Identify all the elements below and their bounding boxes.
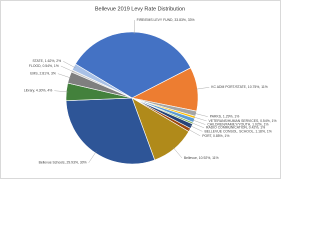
slice-label: PORT, 0.85%, 1% — [202, 134, 229, 138]
page: {"chart_data": {"type": "pie", "title": … — [0, 0, 281, 179]
slice-label: VETERANS/HUMAN SERVICES, 0.54%, 1% — [209, 119, 277, 123]
leader-line — [193, 116, 207, 122]
slice-label: KC ADM PORT/STATE, 10.75%, 11% — [211, 85, 267, 89]
slice-label: PARKS, 1.29%, 1% — [210, 115, 240, 119]
leader-line — [192, 119, 206, 125]
leader-line — [189, 125, 203, 132]
slice-label: STATE, 1.62%, 2% — [32, 59, 61, 63]
leader-line — [195, 87, 210, 90]
leader-line — [172, 147, 183, 159]
leader-line — [191, 122, 205, 129]
slice-label: Bellevue Schools, 29.93%, 30% — [39, 161, 87, 165]
leader-line — [194, 113, 208, 117]
slice-label: EMS, 2.81%, 3% — [30, 72, 56, 76]
slice-label: Library, 4.30%, 4% — [24, 89, 52, 93]
slice-label: CHILDREN/FAMILY/YOUTH, 1.02%, 1% — [207, 122, 268, 126]
leader-line — [88, 151, 97, 163]
chart: Bellevue 2019 Levy Rate Distribution FIR… — [0, 0, 281, 179]
leader-line — [54, 90, 69, 93]
leader-line — [57, 73, 72, 79]
chart-title: Bellevue 2019 Levy Rate Distribution — [95, 6, 185, 12]
slice-label: FIRE/EMS LEVY FUND, 33.83%, 33% — [137, 18, 195, 22]
leader-line — [63, 61, 76, 69]
slice-label: Bellevue, 10.92%, 11% — [184, 156, 219, 160]
slice-label: FLOOD, 0.54%, 1% — [29, 64, 59, 68]
slice-label: RADIO COMMUNICATION, 0.42%, 1% — [206, 126, 265, 130]
leader-line — [60, 65, 74, 72]
leader-line — [187, 128, 201, 137]
slice-label: BELLEVUE CONSOL. SCHOOL, 1.18%, 1% — [204, 129, 271, 133]
